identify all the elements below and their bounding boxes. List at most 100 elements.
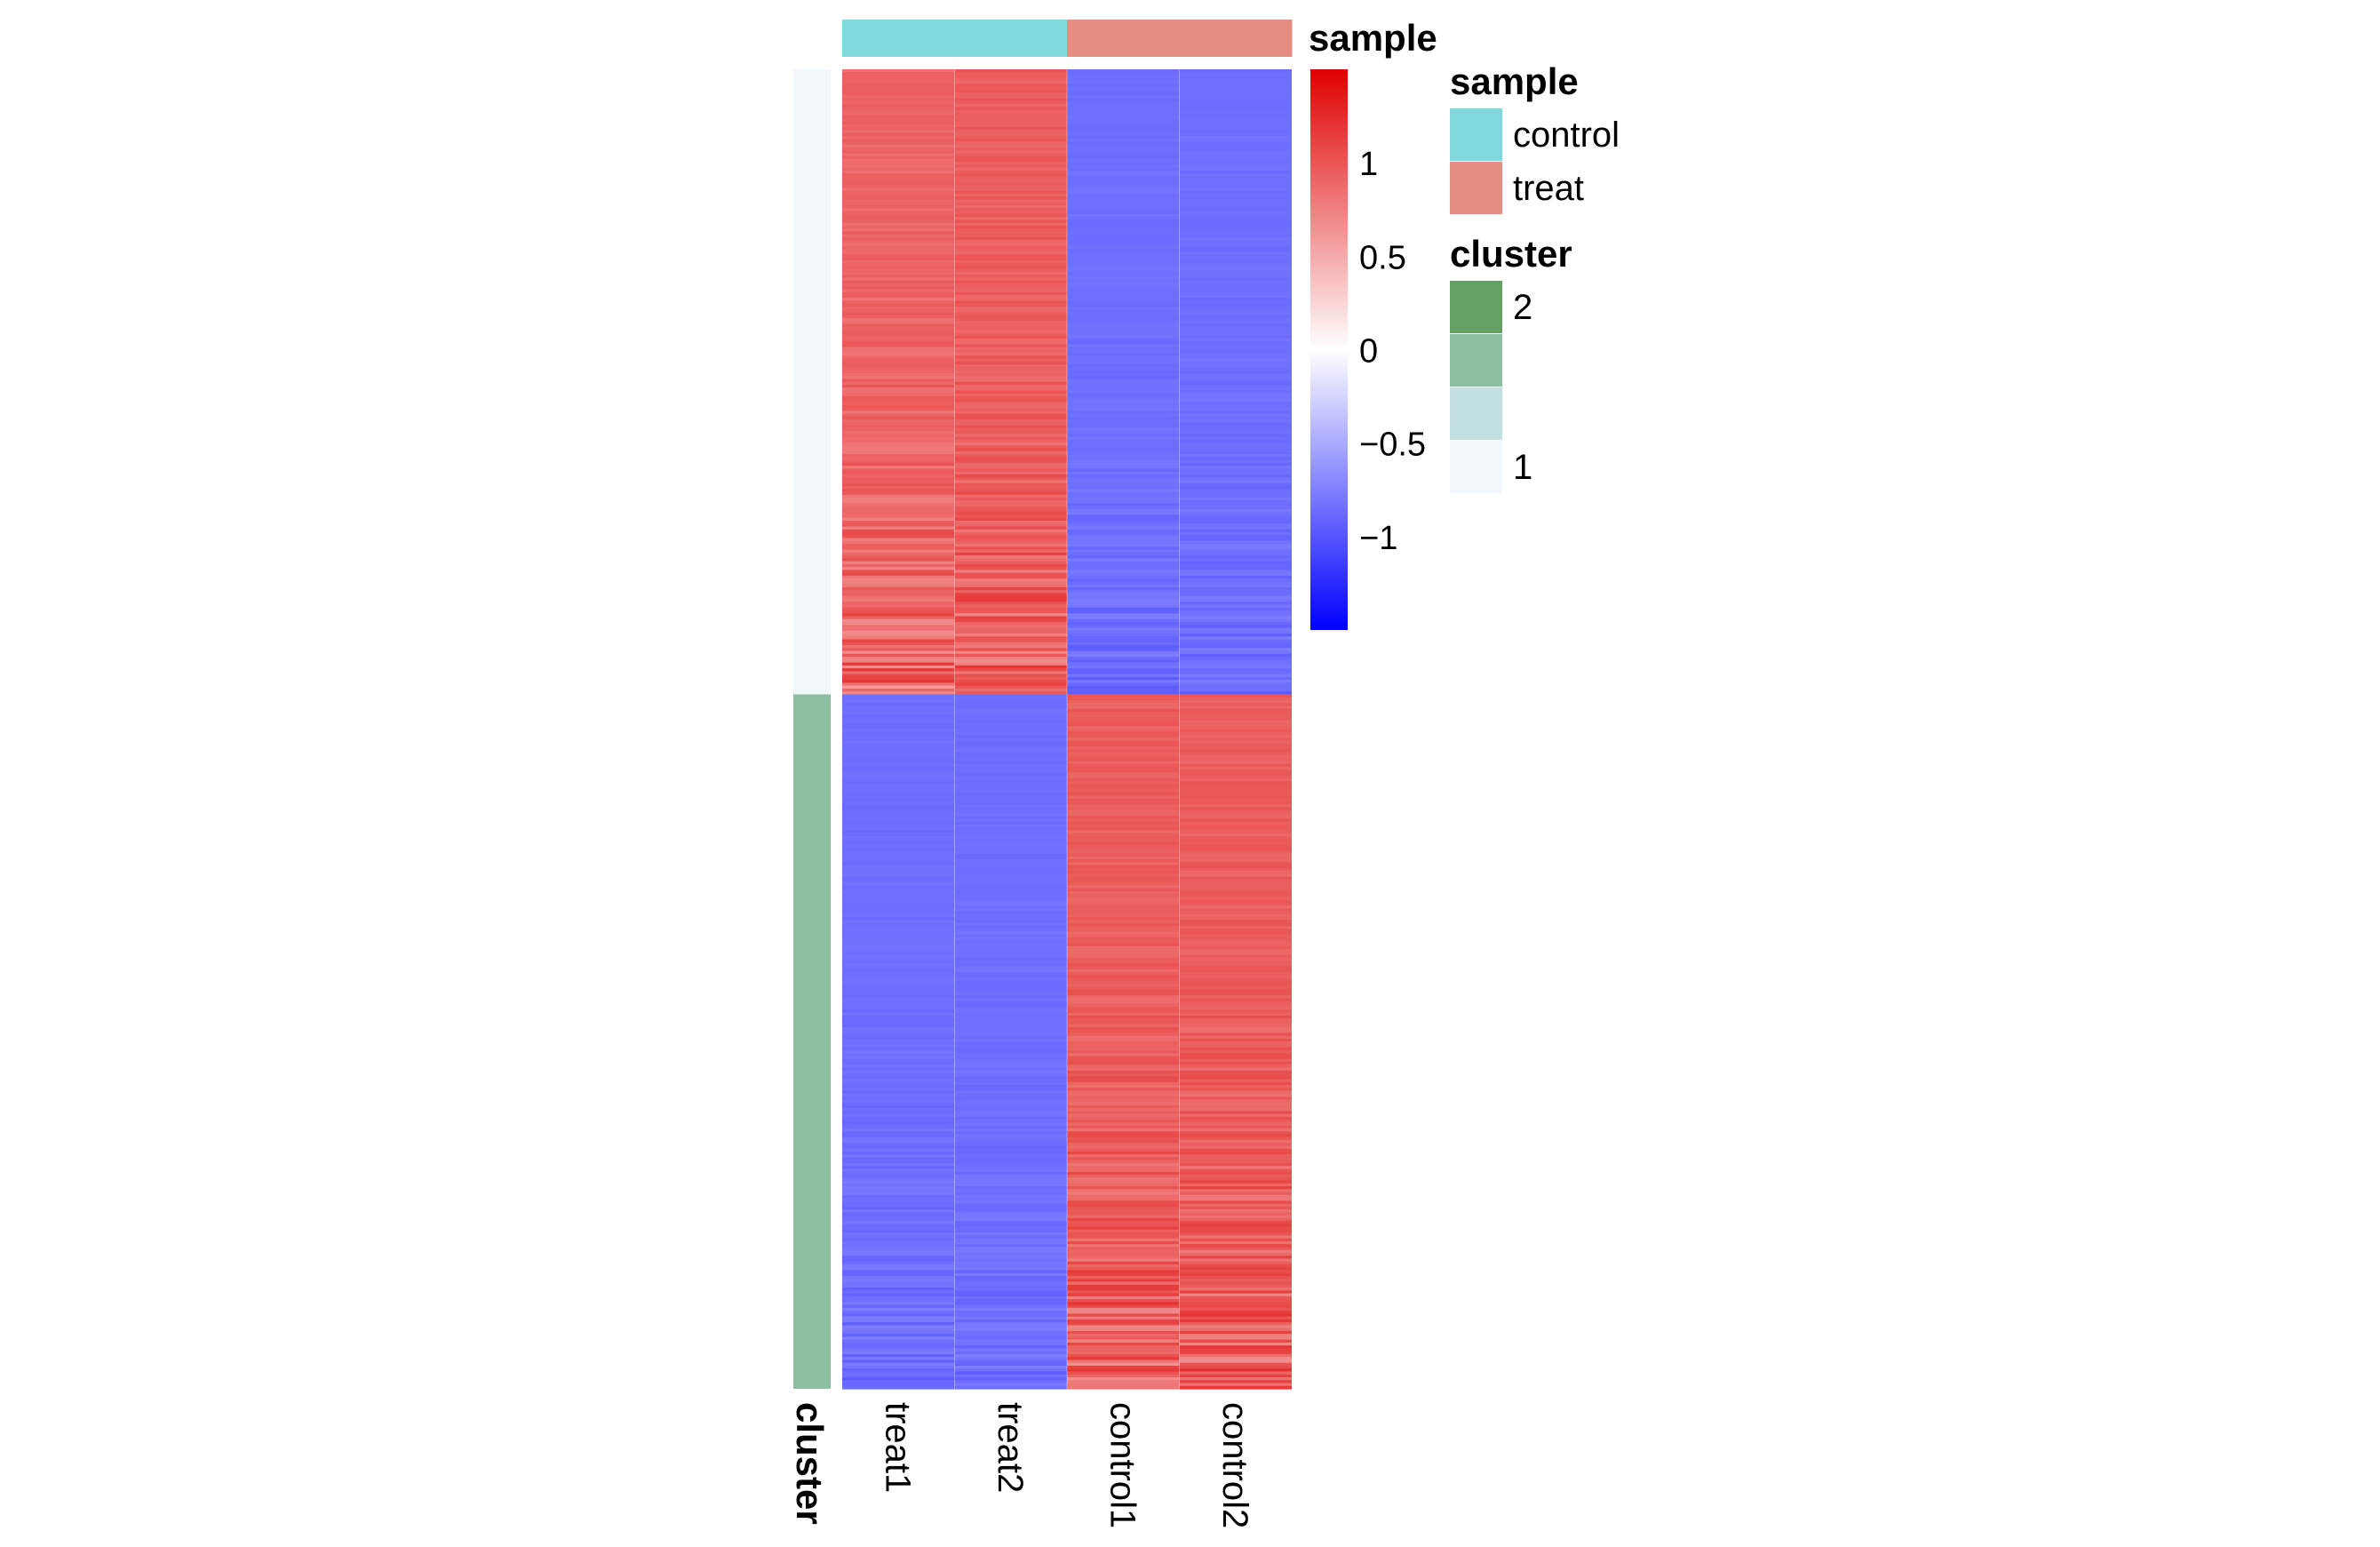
heatmap-cell [1179, 1096, 1292, 1100]
heatmap-cell [842, 275, 955, 279]
heatmap-cell [842, 722, 955, 727]
heatmap-cell [842, 980, 955, 985]
heatmap-cell [842, 81, 955, 84]
heatmap-cell [954, 801, 1067, 805]
cluster-annotation-bar [793, 69, 831, 1389]
heatmap-cell [1179, 182, 1292, 186]
heatmap-cell [842, 1348, 955, 1352]
heatmap-cell [842, 1085, 955, 1088]
heatmap-cell [1067, 153, 1180, 157]
sample-annotation-cell [954, 20, 1068, 57]
heatmap-cell [954, 532, 1067, 536]
heatmap-cell [954, 104, 1067, 108]
heatmap-cell [842, 1183, 955, 1187]
heatmap-cell [842, 474, 955, 478]
heatmap-cell [954, 1175, 1067, 1178]
heatmap-cell [954, 1311, 1067, 1314]
heatmap-cell [1179, 1033, 1292, 1037]
heatmap-cell [954, 961, 1067, 964]
heatmap-cell [1179, 925, 1292, 929]
heatmap-cell [1067, 1003, 1180, 1008]
heatmap-cell [954, 905, 1067, 910]
heatmap-cell [1179, 865, 1292, 869]
heatmap-cell [842, 434, 955, 438]
heatmap-cell [954, 514, 1067, 519]
heatmap-cell [1179, 1177, 1292, 1182]
sample-annotation-title: sample [1309, 17, 1437, 59]
heatmap-cell [954, 283, 1067, 287]
heatmap-cell [1067, 708, 1180, 713]
heatmap-cell [842, 381, 955, 386]
heatmap-cell [954, 1281, 1067, 1286]
heatmap-cell [842, 662, 955, 666]
heatmap-cell [842, 966, 955, 970]
heatmap-cell [954, 81, 1067, 84]
heatmap-cell [1179, 1272, 1292, 1277]
heatmap-cell [1179, 1166, 1292, 1170]
heatmap-cell [954, 234, 1067, 238]
heatmap-cell [1179, 581, 1292, 586]
heatmap-cell [954, 1030, 1067, 1034]
heatmap-cell [1179, 1313, 1292, 1318]
heatmap-cell [1067, 645, 1180, 649]
heatmap-cell [1179, 969, 1292, 973]
heatmap-cell [1067, 474, 1180, 478]
heatmap-cell [842, 1038, 955, 1042]
heatmap-cell [842, 231, 955, 235]
heatmap-cell [1067, 309, 1180, 314]
heatmap-cell [954, 199, 1067, 203]
heatmap-cell [1179, 1154, 1292, 1159]
heatmap-cell [842, 595, 955, 600]
heatmap-cell [954, 824, 1067, 828]
heatmap-cell [842, 436, 955, 441]
heatmap-cell [1179, 1085, 1292, 1088]
heatmap-cell [842, 254, 955, 259]
heatmap-cell [954, 1229, 1067, 1233]
heatmap-cell [954, 558, 1067, 562]
heatmap-cell [1179, 335, 1292, 339]
heatmap-cell [842, 775, 955, 779]
heatmap-cell [1067, 454, 1180, 458]
heatmap-cell [842, 228, 955, 232]
heatmap-cell [954, 812, 1067, 817]
heatmap-cell [1179, 598, 1292, 602]
heatmap-cell [1067, 1272, 1180, 1277]
heatmap-cell [1067, 213, 1180, 218]
heatmap-cell [954, 312, 1067, 316]
heatmap-cell [954, 1111, 1067, 1115]
heatmap-cell [1067, 671, 1180, 675]
heatmap-cell [1067, 384, 1180, 388]
heatmap-cell [842, 934, 955, 938]
heatmap-cell [842, 1035, 955, 1040]
heatmap-cell [1067, 1183, 1180, 1187]
heatmap-cell [954, 618, 1067, 623]
heatmap-cell [842, 477, 955, 482]
heatmap-cell [842, 332, 955, 337]
heatmap-cell [954, 205, 1067, 209]
heatmap-cell [1179, 471, 1292, 475]
heatmap-cell [1179, 1385, 1292, 1390]
heatmap-cell [1179, 917, 1292, 921]
heatmap-cell [842, 572, 955, 577]
heatmap-cell [1179, 706, 1292, 710]
heatmap-cell [1179, 100, 1292, 105]
heatmap-cell [954, 529, 1067, 533]
heatmap-cell [842, 1166, 955, 1170]
heatmap-cell [954, 1047, 1067, 1051]
heatmap-cell [1179, 1229, 1292, 1233]
heatmap-cell [1179, 176, 1292, 180]
heatmap-cell [954, 1151, 1067, 1155]
heatmap-cell [1067, 584, 1180, 588]
heatmap-cell [1179, 384, 1292, 388]
heatmap-cell [1179, 1336, 1292, 1341]
heatmap-cell [1179, 682, 1292, 687]
heatmap-cell [954, 309, 1067, 314]
heatmap-cell [842, 720, 955, 724]
heatmap-cell [954, 694, 1067, 698]
heatmap-cell [842, 1345, 955, 1350]
heatmap-cell [954, 395, 1067, 400]
heatmap-cell [954, 399, 1067, 403]
heatmap-cell [1179, 720, 1292, 724]
heatmap-cell [1067, 491, 1180, 496]
heatmap-cell [1067, 387, 1180, 392]
